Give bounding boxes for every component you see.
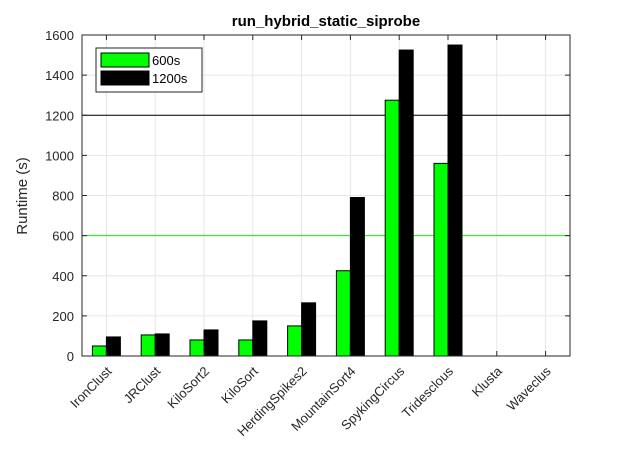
bar-Tridesclous-600s	[433, 162, 449, 357]
reference-lines	[82, 114, 570, 237]
x-tick-label: KiloSort	[218, 363, 261, 406]
y-axis-label: Runtime (s)	[14, 157, 31, 235]
bar-KiloSort-1200s	[252, 320, 268, 357]
x-tick-label: JRClust	[121, 363, 164, 406]
bar-MountainSort4-1200s	[349, 197, 365, 357]
y-axis-ticks: 0 200 400 600 800 1000 1200 1400 1600	[45, 28, 570, 364]
y-tick-label: 400	[52, 269, 74, 284]
bar-IronClust-600s	[91, 345, 107, 357]
x-tick-label: KiloSort2	[164, 364, 212, 412]
bar-MountainSort4-600s	[335, 270, 351, 357]
bar-Tridesclous-1200s	[447, 44, 463, 357]
legend-label: 1200s	[152, 71, 188, 86]
bar-KiloSort2-1200s	[203, 329, 219, 357]
y-tick-label: 1600	[45, 28, 74, 43]
bar-HerdingSpikes2-600s	[287, 325, 303, 357]
bar-KiloSort2-600s	[189, 339, 205, 357]
legend: 600s 1200s	[95, 47, 203, 93]
bars	[91, 44, 463, 357]
legend-label: 600s	[152, 53, 181, 68]
y-tick-label: 1000	[45, 148, 74, 163]
bar-HerdingSpikes2-1200s	[301, 302, 317, 357]
x-tick-label: IronClust	[67, 363, 115, 411]
chart-title: run_hybrid_static_siprobe	[232, 13, 420, 30]
bar-SpykingCircus-1200s	[398, 49, 414, 357]
y-tick-label: 1400	[45, 68, 74, 83]
bar-JRClust-600s	[140, 334, 156, 357]
bar-JRClust-1200s	[154, 333, 170, 357]
y-tick-label: 0	[67, 349, 74, 364]
x-tick-label: Waveclus	[504, 363, 554, 413]
y-tick-label: 600	[52, 229, 74, 244]
x-tick-label: Klusta	[469, 363, 506, 400]
y-tick-label: 1200	[45, 108, 74, 123]
bar-KiloSort-600s	[238, 339, 254, 357]
y-tick-label: 800	[52, 189, 74, 204]
y-tick-label: 200	[52, 309, 74, 324]
bar-SpykingCircus-600s	[384, 99, 400, 357]
x-tick-label: Tridesclous	[399, 363, 457, 421]
legend-swatch	[100, 52, 150, 68]
bar-IronClust-1200s	[105, 336, 121, 357]
legend-swatch	[100, 70, 150, 86]
